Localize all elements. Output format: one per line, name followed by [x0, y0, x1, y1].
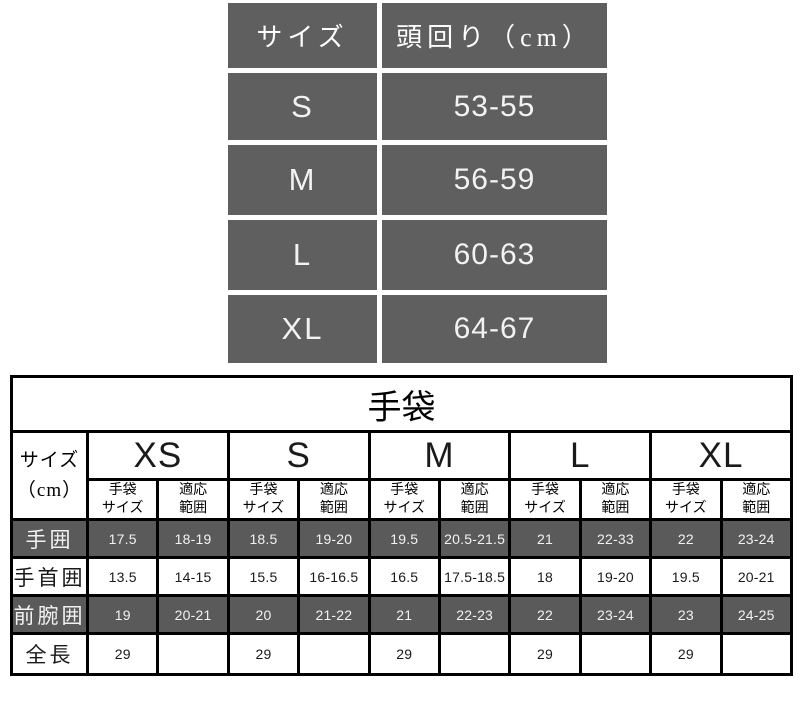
- glove-subheader-l-size: 手袋 サイズ: [508, 478, 582, 521]
- glove-subheader-xs-size: 手袋 サイズ: [85, 478, 160, 521]
- hat-row-m-range-cell: 56-59: [382, 145, 607, 215]
- glove-value-cell: 16-16.5: [297, 556, 371, 597]
- glove-value-cell: 18-19: [156, 518, 230, 559]
- glove-size-group-row: サイズ （cm） XS S M L XL: [10, 430, 793, 521]
- glove-value-cell: 29: [226, 632, 301, 676]
- glove-value-cell: 17.5-18.5: [437, 556, 512, 597]
- glove-value-cell: 22-23: [437, 594, 512, 635]
- glove-value-cell: 15.5: [226, 556, 301, 597]
- glove-value-cell: 18.5: [226, 518, 301, 559]
- glove-value-cell: 20-21: [156, 594, 230, 635]
- glove-subheader-row: 手袋 サイズ 適応 範囲 手袋 サイズ 適応 範囲 手袋 サイズ 適応 範囲 手…: [12, 478, 793, 521]
- glove-value-cell: [437, 632, 512, 676]
- glove-value-cell: 18: [508, 556, 582, 597]
- glove-title-row: 手袋: [10, 375, 793, 433]
- glove-size-table: 手袋 サイズ （cm） XS S M L XL 手袋 サイズ 適応 範囲 手袋 …: [10, 375, 793, 676]
- glove-subheader-m-range: 適応 範囲: [437, 478, 512, 521]
- glove-subheader-s-size: 手袋 サイズ: [226, 478, 301, 521]
- glove-value-cell: 23-24: [719, 518, 793, 559]
- glove-value-cell: [297, 632, 371, 676]
- glove-value-cell: 20.5-21.5: [437, 518, 512, 559]
- glove-value-cell: 19.5: [367, 518, 441, 559]
- hat-row-xl-range-cell: 64-67: [382, 295, 607, 363]
- glove-value-cell: 13.5: [85, 556, 160, 597]
- glove-value-cell: 21-22: [297, 594, 371, 635]
- hat-row-xl-size-cell: XL: [228, 295, 377, 363]
- glove-value-cell: 19.5: [649, 556, 723, 597]
- glove-corner-header: サイズ （cm）: [10, 430, 89, 521]
- glove-subheader-s-range: 適応 範囲: [297, 478, 371, 521]
- glove-value-cell: 14-15: [156, 556, 230, 597]
- hat-row-l-range-cell: 60-63: [382, 220, 607, 290]
- glove-value-cell: 29: [508, 632, 582, 676]
- glove-value-cell: 29: [367, 632, 441, 676]
- glove-value-cell: 19: [85, 594, 160, 635]
- glove-value-cell: 21: [508, 518, 582, 559]
- glove-group-header-l: L: [508, 430, 653, 481]
- glove-value-cell: 16.5: [367, 556, 441, 597]
- glove-value-cell: 19-20: [297, 518, 371, 559]
- glove-value-cell: 29: [649, 632, 723, 676]
- glove-value-cell: 23: [649, 594, 723, 635]
- hat-row-s-range-cell: 53-55: [382, 73, 607, 140]
- glove-value-cell: 22: [649, 518, 723, 559]
- glove-value-cell: 22: [508, 594, 582, 635]
- hat-row-l-size-cell: L: [228, 220, 377, 290]
- glove-table-title: 手袋: [10, 375, 793, 433]
- glove-row-forearm-circumference: 前腕囲 19 20-21 20 21-22 21 22-23 22 23-24 …: [10, 594, 793, 635]
- glove-group-header-xl: XL: [649, 430, 793, 481]
- glove-value-cell: 24-25: [719, 594, 793, 635]
- row-label-hand-circumference: 手囲: [10, 518, 89, 559]
- row-label-total-length: 全長: [10, 632, 89, 676]
- hat-header-circumference: 頭回り（cm）: [382, 3, 607, 68]
- glove-value-cell: 21: [367, 594, 441, 635]
- glove-group-header-m: M: [367, 430, 512, 481]
- glove-subheader-xl-size: 手袋 サイズ: [649, 478, 723, 521]
- row-label-forearm-circumference: 前腕囲: [10, 594, 89, 635]
- glove-value-cell: 20-21: [719, 556, 793, 597]
- hat-header-size: サイズ: [228, 3, 377, 68]
- glove-row-total-length: 全長 29 29 29 29 29: [10, 632, 793, 676]
- glove-subheader-xl-range: 適応 範囲: [719, 478, 793, 521]
- glove-subheader-m-size: 手袋 サイズ: [367, 478, 441, 521]
- glove-group-header-xs: XS: [86, 430, 230, 481]
- hat-row-s-size-cell: S: [228, 73, 377, 140]
- glove-subheader-xs-range: 適応 範囲: [156, 478, 230, 521]
- glove-value-cell: [719, 632, 793, 676]
- glove-value-cell: 22-33: [578, 518, 653, 559]
- glove-value-cell: [156, 632, 230, 676]
- glove-subheader-l-range: 適応 範囲: [578, 478, 653, 521]
- glove-value-cell: 17.5: [85, 518, 160, 559]
- glove-value-cell: 19-20: [578, 556, 653, 597]
- glove-value-cell: 20: [226, 594, 301, 635]
- glove-value-cell: 29: [85, 632, 160, 676]
- row-label-wrist-circumference: 手首囲: [10, 556, 89, 597]
- glove-row-hand-circumference: 手囲 17.5 18-19 18.5 19-20 19.5 20.5-21.5 …: [10, 518, 793, 559]
- glove-row-wrist-circumference: 手首囲 13.5 14-15 15.5 16-16.5 16.5 17.5-18…: [10, 556, 793, 597]
- glove-group-header-s: S: [226, 430, 371, 481]
- hat-size-table: サイズ 頭回り（cm） S 53-55 M 56-59 L 60-63 XL 6…: [228, 3, 607, 363]
- glove-value-cell: [578, 632, 653, 676]
- glove-value-cell: 23-24: [578, 594, 653, 635]
- hat-row-m-size-cell: M: [228, 145, 377, 215]
